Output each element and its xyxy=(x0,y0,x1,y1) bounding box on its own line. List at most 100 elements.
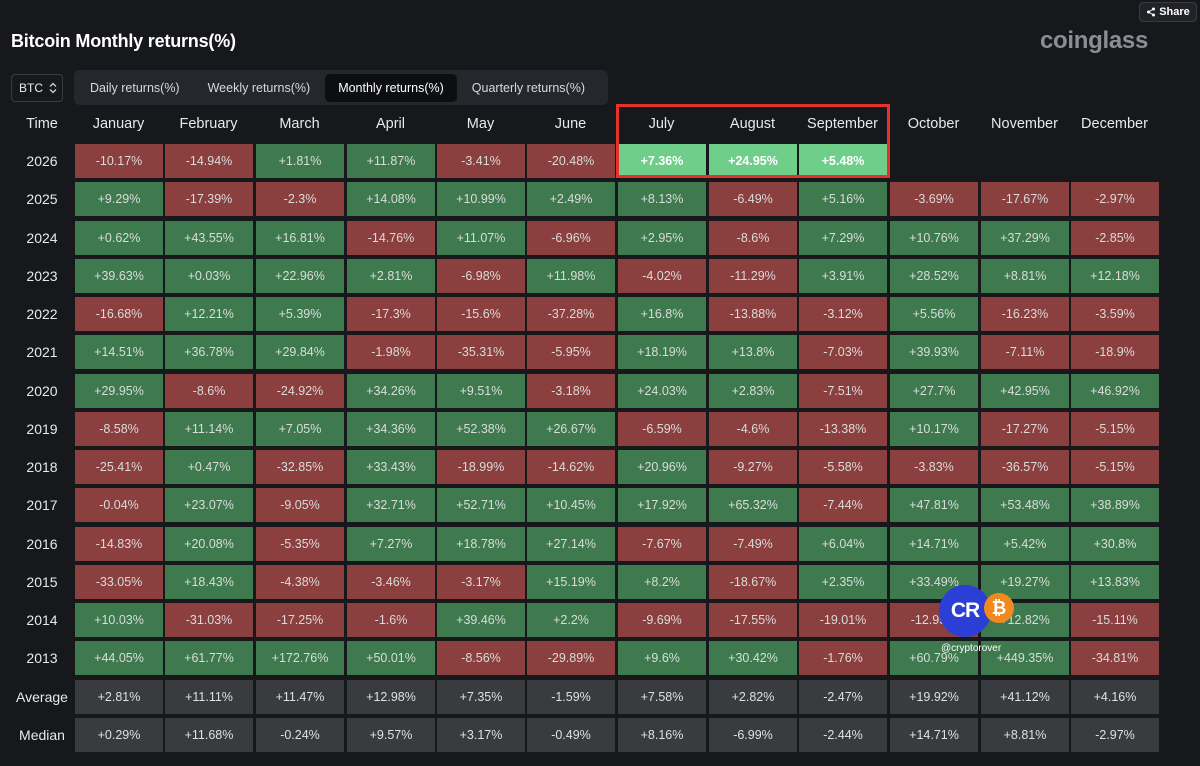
row-label-2024: 2024 xyxy=(26,230,58,246)
table-cell: +5.39% xyxy=(256,297,344,331)
table-cell: +22.96% xyxy=(256,259,344,293)
table-cell: +14.51% xyxy=(75,335,163,369)
table-cell: +36.78% xyxy=(165,335,253,369)
table-cell: -14.94% xyxy=(165,144,253,178)
table-cell: -16.23% xyxy=(981,297,1069,331)
table-cell: +41.12% xyxy=(981,680,1069,714)
table-cell: +39.93% xyxy=(890,335,978,369)
table-cell: +172.76% xyxy=(256,641,344,675)
row-label-2013: 2013 xyxy=(26,650,58,666)
table-cell: +11.14% xyxy=(165,412,253,446)
row-label-2023: 2023 xyxy=(26,268,58,284)
table-cell: +9.57% xyxy=(347,718,435,752)
table-cell: -0.24% xyxy=(256,718,344,752)
tab-quarterly-returns[interactable]: Quarterly returns(%) xyxy=(471,80,586,95)
table-cell: +23.07% xyxy=(165,488,253,522)
coin-select[interactable]: BTC xyxy=(11,74,63,102)
table-cell: +0.47% xyxy=(165,450,253,484)
table-cell: +11.68% xyxy=(165,718,253,752)
row-label-2014: 2014 xyxy=(26,612,58,628)
table-cell: -14.76% xyxy=(347,221,435,255)
table-cell: +5.42% xyxy=(981,527,1069,561)
table-cell: -7.11% xyxy=(981,335,1069,369)
table-cell: +2.83% xyxy=(709,374,797,408)
table-cell: +2.95% xyxy=(618,221,706,255)
table-cell: -6.98% xyxy=(437,259,525,293)
table-cell: -6.49% xyxy=(709,182,797,216)
row-label-2025: 2025 xyxy=(26,191,58,207)
bitcoin-icon: ₿ xyxy=(984,593,1014,623)
table-cell: -19.01% xyxy=(799,603,887,637)
highlight-box xyxy=(616,104,890,178)
table-cell: +15.19% xyxy=(527,565,615,599)
row-label-2018: 2018 xyxy=(26,459,58,475)
table-cell: -8.58% xyxy=(75,412,163,446)
table-cell: -1.6% xyxy=(347,603,435,637)
table-cell: +60.79% xyxy=(890,641,978,675)
table-cell: +4.16% xyxy=(1071,680,1159,714)
table-cell: -8.6% xyxy=(165,374,253,408)
table-cell: +5.56% xyxy=(890,297,978,331)
table-cell: +53.48% xyxy=(981,488,1069,522)
coin-select-value: BTC xyxy=(19,81,43,95)
share-label: Share xyxy=(1159,6,1190,18)
table-cell: +7.29% xyxy=(799,221,887,255)
table-cell: -1.76% xyxy=(799,641,887,675)
table-cell: +11.98% xyxy=(527,259,615,293)
table-cell: +61.77% xyxy=(165,641,253,675)
table-cell: -33.05% xyxy=(75,565,163,599)
table-cell: +37.29% xyxy=(981,221,1069,255)
table-cell: +9.6% xyxy=(618,641,706,675)
table-cell: +33.43% xyxy=(347,450,435,484)
table-cell: -5.15% xyxy=(1071,412,1159,446)
sort-arrows-icon xyxy=(49,82,57,94)
table-cell: -0.04% xyxy=(75,488,163,522)
table-cell: +9.29% xyxy=(75,182,163,216)
table-cell: +65.32% xyxy=(709,488,797,522)
table-cell: +12.21% xyxy=(165,297,253,331)
table-cell: +7.58% xyxy=(618,680,706,714)
table-cell: +11.07% xyxy=(437,221,525,255)
table-cell: +20.08% xyxy=(165,527,253,561)
table-cell: -5.95% xyxy=(527,335,615,369)
table-cell: +10.03% xyxy=(75,603,163,637)
table-cell: +11.11% xyxy=(165,680,253,714)
table-cell: -18.99% xyxy=(437,450,525,484)
share-button[interactable]: Share xyxy=(1139,2,1197,22)
table-cell: +3.17% xyxy=(437,718,525,752)
tab-daily-returns[interactable]: Daily returns(%) xyxy=(90,80,180,95)
table-cell: -17.27% xyxy=(981,412,1069,446)
table-cell: +34.26% xyxy=(347,374,435,408)
table-cell: -18.67% xyxy=(709,565,797,599)
table-cell: +8.81% xyxy=(981,718,1069,752)
tab-monthly-returns[interactable]: Monthly returns(%) xyxy=(325,73,457,102)
table-cell: -3.46% xyxy=(347,565,435,599)
table-cell: -3.18% xyxy=(527,374,615,408)
table-cell: -5.15% xyxy=(1071,450,1159,484)
table-cell: -31.03% xyxy=(165,603,253,637)
table-cell: -20.48% xyxy=(527,144,615,178)
table-cell: +28.52% xyxy=(890,259,978,293)
table-cell: +38.89% xyxy=(1071,488,1159,522)
table-cell: +44.05% xyxy=(75,641,163,675)
table-cell: -10.17% xyxy=(75,144,163,178)
table-cell: +14.71% xyxy=(890,527,978,561)
table-cell: -3.83% xyxy=(890,450,978,484)
table-cell: -3.12% xyxy=(799,297,887,331)
table-cell: +10.76% xyxy=(890,221,978,255)
table-cell: +8.2% xyxy=(618,565,706,599)
table-cell: -13.38% xyxy=(799,412,887,446)
table-cell: -17.67% xyxy=(981,182,1069,216)
table-cell: +8.13% xyxy=(618,182,706,216)
table-cell: +16.8% xyxy=(618,297,706,331)
table-cell: -2.97% xyxy=(1071,718,1159,752)
table-cell: -3.17% xyxy=(437,565,525,599)
tab-weekly-returns[interactable]: Weekly returns(%) xyxy=(207,80,311,95)
table-cell: -1.98% xyxy=(347,335,435,369)
column-header-november: November xyxy=(991,116,1058,132)
row-label-median: Median xyxy=(19,727,65,743)
table-cell: +3.91% xyxy=(799,259,887,293)
row-label-2016: 2016 xyxy=(26,536,58,552)
table-cell: -11.29% xyxy=(709,259,797,293)
table-cell: +0.62% xyxy=(75,221,163,255)
